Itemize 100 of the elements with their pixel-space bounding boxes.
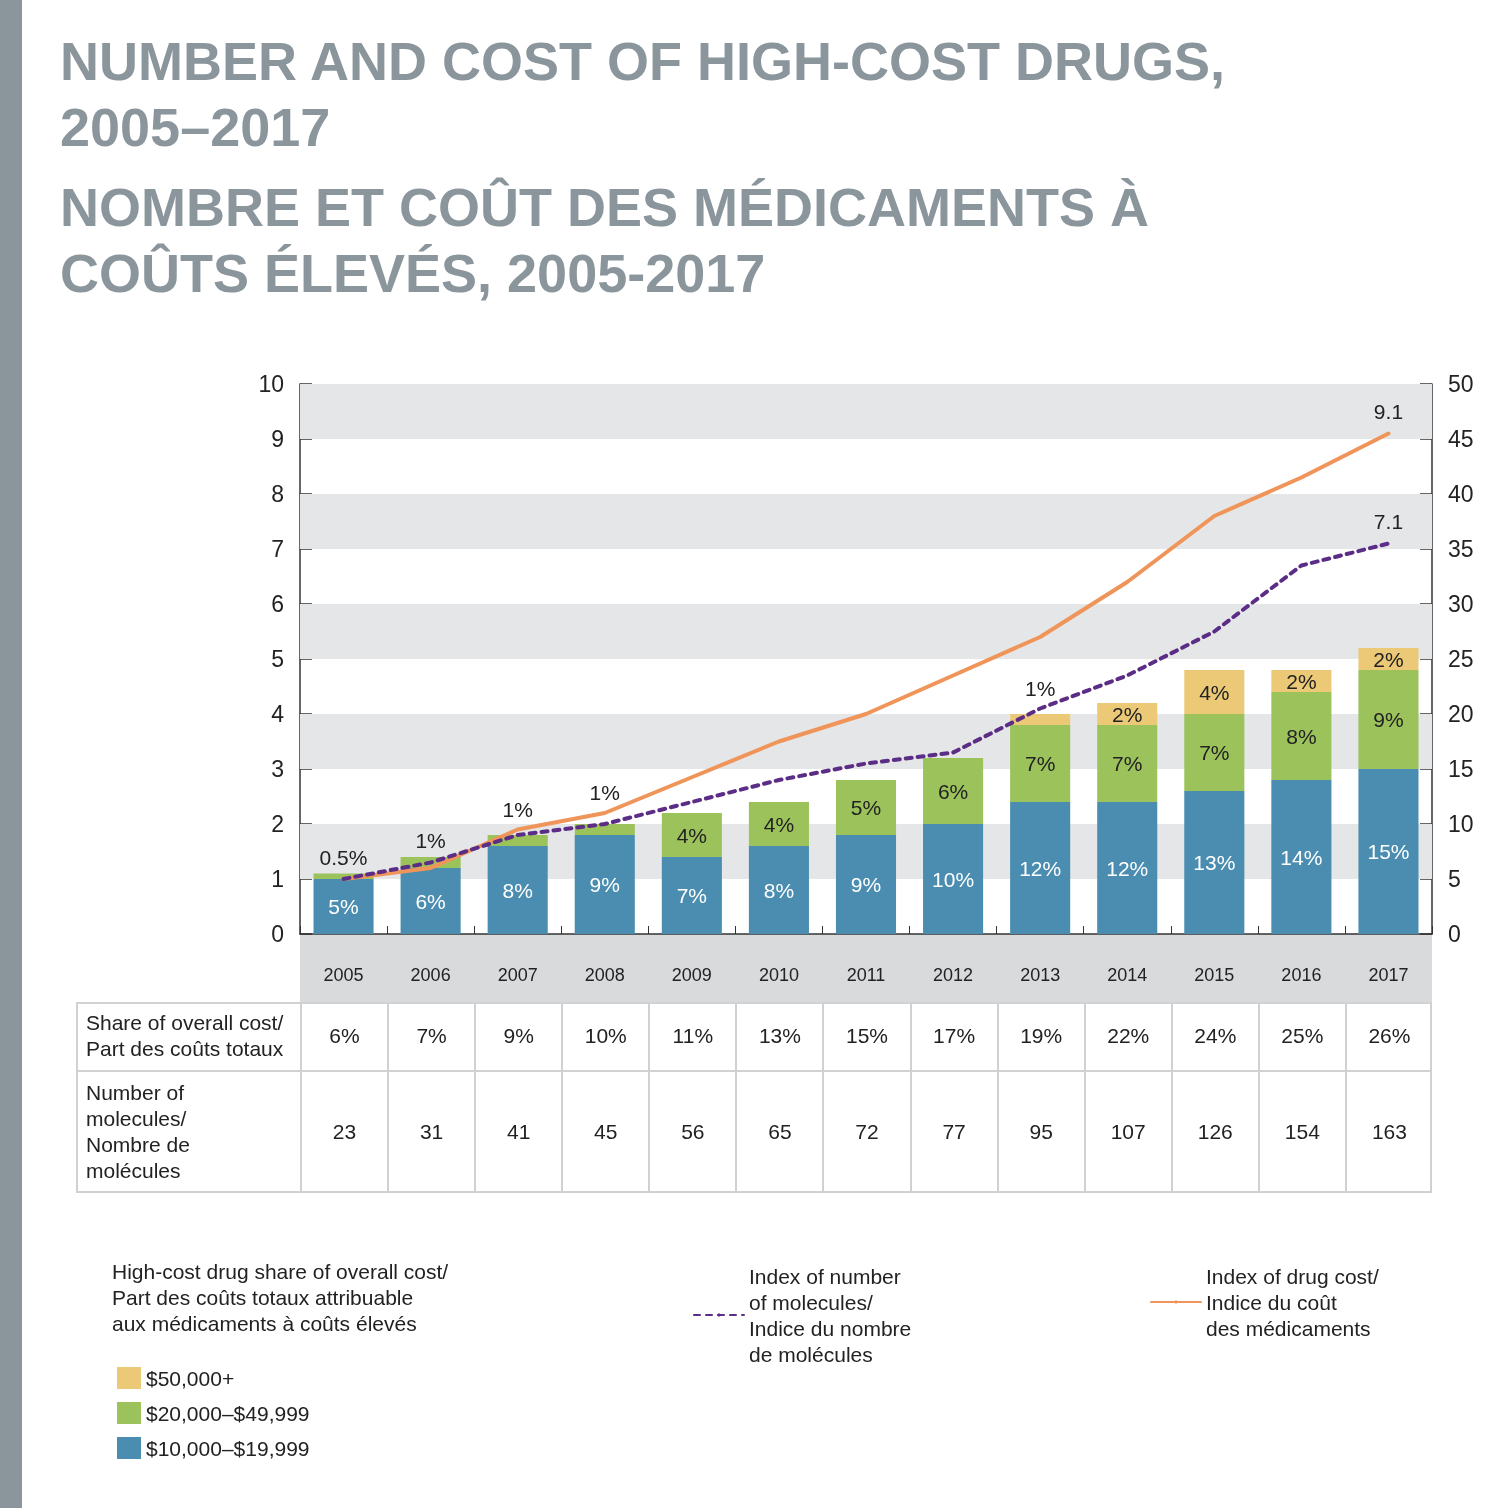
x-tick-label: 2009 xyxy=(671,965,712,985)
bar xyxy=(835,835,897,934)
data-label: 4% xyxy=(763,812,795,836)
y-tick-label: 9 xyxy=(271,426,284,452)
data-label: 4% xyxy=(1199,680,1230,704)
text: 23 xyxy=(300,1070,388,1193)
data-label: 0.5% xyxy=(319,845,368,869)
legend-label: Index of number of molecules/ Indice du nombre de molécules xyxy=(749,1264,912,1366)
text: 25% xyxy=(1257,1002,1345,1070)
data-label: 2% xyxy=(1112,702,1143,726)
bar xyxy=(748,802,809,846)
chart-subtitle: NOMBRE ET COÛT DES MÉDICAMENTS À COÛTS ÉLEVÉS, 2005-2017 xyxy=(60,176,1151,305)
y-tick-label: 5 xyxy=(271,646,284,672)
text: 22% xyxy=(1083,1002,1171,1070)
bar xyxy=(923,824,984,934)
data-label: 8% xyxy=(1286,724,1317,748)
y2-tick-label: 35 xyxy=(1448,536,1474,562)
y-tick-label: 6 xyxy=(271,591,284,617)
y2-tick-label: 45 xyxy=(1448,426,1474,452)
data-label: 6% xyxy=(415,889,446,913)
bar xyxy=(661,857,722,934)
data-label: 9.1 xyxy=(1373,399,1404,423)
y-tick-label: 2 xyxy=(271,811,284,837)
y2-tick-label: 50 xyxy=(1448,371,1474,397)
legend-title: High-cost drug share of overall cost/ Part des coûts totaux attribuable aux médicaments à coûts élevés xyxy=(112,1259,449,1335)
text: 41 xyxy=(474,1070,562,1193)
y2-tick-label: 25 xyxy=(1448,646,1474,672)
data-label: 8% xyxy=(502,878,533,902)
x-tick-label: 2016 xyxy=(1281,965,1322,985)
data-label: 7% xyxy=(1024,752,1056,775)
y-tick-label: 0 xyxy=(271,921,284,947)
text: 154 xyxy=(1257,1070,1345,1193)
text: 9% xyxy=(474,1002,562,1070)
y-tick-label: 8 xyxy=(271,481,284,507)
legend-label: $20,000–$49,999 xyxy=(146,1401,310,1425)
text: 77 xyxy=(909,1070,997,1193)
data-label: 1% xyxy=(1024,676,1056,700)
bar xyxy=(1271,692,1332,780)
data-label: 9% xyxy=(589,873,620,896)
bar xyxy=(574,835,635,934)
x-tick-label: 2011 xyxy=(846,965,886,985)
text: Share of overall cost/ Part des coûts totaux xyxy=(85,1010,285,1062)
legend-label: Index of drug cost/ Indice du coût des médicaments xyxy=(1206,1264,1379,1340)
y2-tick-label: 10 xyxy=(1448,811,1474,837)
text: 107 xyxy=(1083,1070,1171,1193)
text: 72 xyxy=(822,1070,910,1193)
bar xyxy=(1358,769,1419,934)
y2-tick-label: 30 xyxy=(1448,591,1474,617)
y2-tick-label: 5 xyxy=(1448,866,1461,892)
bar xyxy=(1184,791,1245,934)
x-tick-label: 2010 xyxy=(758,965,799,985)
legend-label: $10,000–$19,999 xyxy=(146,1436,310,1460)
y-tick-label: 3 xyxy=(271,756,284,782)
x-tick-label: 2015 xyxy=(1194,965,1235,985)
data-label: 7% xyxy=(1199,741,1230,764)
x-tick-label: 2007 xyxy=(497,965,538,985)
data-label: 13% xyxy=(1193,851,1236,874)
text: 95 xyxy=(996,1070,1084,1193)
bar xyxy=(1010,714,1071,725)
data-label: 9% xyxy=(850,873,882,896)
bar xyxy=(313,879,374,934)
bar xyxy=(1010,725,1071,802)
bar xyxy=(400,868,461,934)
data-label: 8% xyxy=(763,878,795,902)
x-tick-label: 2008 xyxy=(584,965,625,985)
data-label: 15% xyxy=(1367,840,1410,863)
y-tick-label: 7 xyxy=(271,536,284,562)
text: 10% xyxy=(561,1002,649,1070)
data-label: 1% xyxy=(502,797,533,821)
y-tick-label: 1 xyxy=(271,866,284,892)
data-label: 14% xyxy=(1280,845,1323,869)
bar xyxy=(661,813,722,857)
data-label: 2% xyxy=(1373,647,1404,671)
x-tick-label: 2013 xyxy=(1020,965,1061,985)
bar xyxy=(1097,802,1158,934)
text: 24% xyxy=(1170,1002,1258,1070)
data-label: 12% xyxy=(1106,856,1149,880)
data-label: 7% xyxy=(1112,752,1143,775)
text: 26% xyxy=(1344,1002,1432,1070)
text: 13% xyxy=(735,1002,823,1070)
bar xyxy=(487,846,548,934)
text: 31 xyxy=(387,1070,475,1193)
text: 45 xyxy=(561,1070,649,1193)
text: 17% xyxy=(909,1002,997,1070)
text: 163 xyxy=(1344,1070,1432,1193)
text: 11% xyxy=(648,1002,736,1070)
text: 19% xyxy=(996,1002,1084,1070)
data-label: 5% xyxy=(328,895,359,918)
data-label: 7% xyxy=(676,884,708,907)
bar xyxy=(923,758,984,824)
bar xyxy=(1358,670,1419,769)
data-label: 1% xyxy=(415,829,446,852)
text: Number of molecules/ Nombre de molécules xyxy=(85,1079,191,1184)
x-tick-label: 2014 xyxy=(1107,965,1148,985)
data-label: 12% xyxy=(1019,856,1062,880)
text: 65 xyxy=(735,1070,823,1193)
text: 6% xyxy=(300,1002,388,1070)
data-label: 9% xyxy=(1373,708,1404,731)
data-label: 6% xyxy=(937,779,969,803)
legend-label: $50,000+ xyxy=(146,1366,235,1390)
